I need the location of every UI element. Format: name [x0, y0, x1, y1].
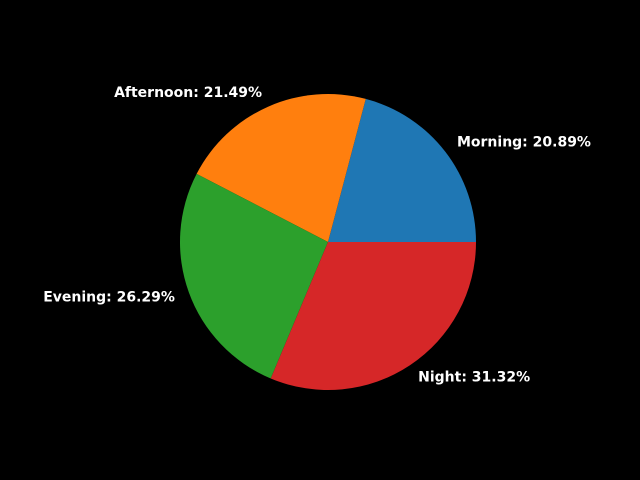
pie-slice-evening	[179, 173, 328, 379]
pie-slices	[179, 94, 476, 390]
pie-label-night: Night: 31.32%	[418, 370, 530, 386]
pie-label-morning: Morning: 20.89%	[457, 135, 591, 151]
pie-slice-morning	[328, 98, 476, 242]
pie-label-evening: Evening: 26.29%	[43, 289, 175, 305]
pie-label-afternoon: Afternoon: 21.49%	[114, 85, 262, 101]
pie-labels: Morning: 20.89% Afternoon: 21.49% Evening:…	[43, 85, 591, 385]
pie-slice-afternoon	[196, 94, 366, 242]
pie-slice-night	[270, 242, 476, 390]
